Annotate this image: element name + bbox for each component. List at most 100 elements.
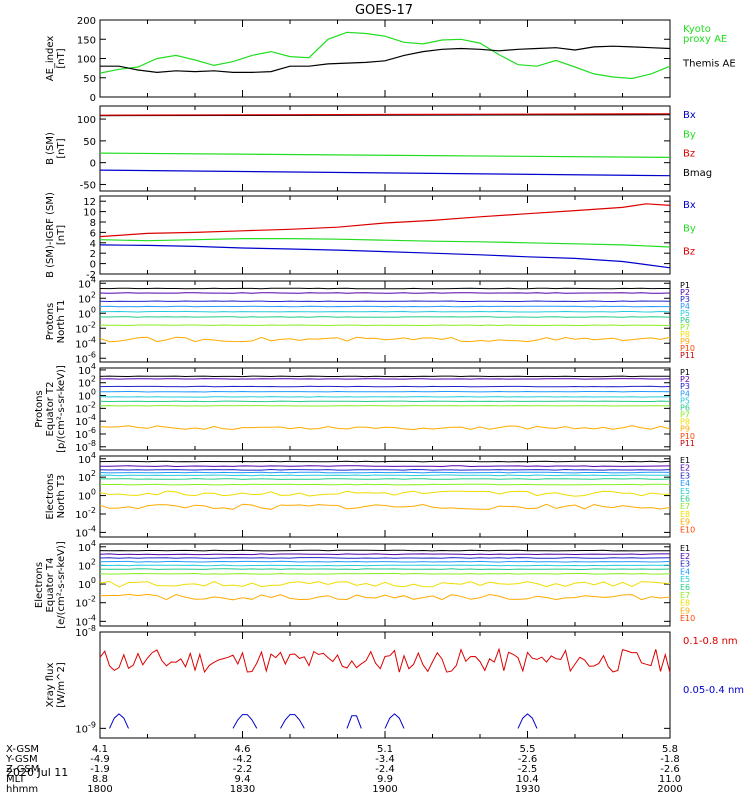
channel-e7 [99,483,671,486]
channel-legend-p6: P6 [680,403,690,412]
channel-p7 [99,324,671,327]
channel-legend-e4: E4 [680,567,690,576]
x-axis-value: 11.0 [659,774,681,785]
series-xray-long [99,647,671,674]
legend-entry: By [683,129,696,140]
channel-legend-p7: P7 [680,323,690,332]
x-axis-value: 9.9 [377,774,393,785]
x-axis-value: 1930 [515,784,540,795]
channel-e5 [99,564,670,567]
y-tick-exponent: 0 [91,305,96,314]
panel-frame [99,367,671,451]
legend-entry: Bz [683,247,695,258]
channel-p2 [99,378,671,380]
channel-legend-e5: E5 [680,487,690,496]
y-axis-label: Electrons [34,562,45,608]
panel-frame [99,195,671,275]
y-tick-label: 10-4 [75,524,96,539]
channel-e7 [99,572,671,575]
y-tick-label: 6 [90,228,96,239]
y-tick-label: 100 [78,305,96,320]
channel-legend-p2: P2 [680,288,690,297]
channel-legend-p3: P3 [680,382,690,391]
y-axis-label: North T3 [56,475,67,519]
y-axis-label: [nT] [56,225,67,245]
channel-e9 [99,593,671,601]
channel-legend-p4: P4 [680,302,690,311]
panel-frame [99,455,671,538]
y-tick-exponent: 4 [91,451,96,460]
y-tick-label: -50 [80,180,96,191]
x-axis-value: 1830 [230,784,255,795]
x-axis-value: 2000 [657,784,682,795]
x-axis-value: 9.4 [235,774,251,785]
series-bx [99,169,671,177]
x-axis-value: 4.6 [235,744,251,755]
channel-e2 [99,553,670,556]
channel-legend-p9: P9 [680,425,690,434]
y-tick-label: 200 [77,16,96,27]
legend-entry: 0.1-0.8 nm [683,636,738,647]
y-tick-exponent: -2 [88,400,96,409]
channel-p5 [99,396,670,398]
y-tick-exponent: 4 [91,539,96,548]
channel-legend-p8: P8 [680,418,690,427]
channel-e2 [100,465,671,468]
channel-legend-e10: E10 [680,525,695,534]
channel-legend-e7: E7 [680,502,690,511]
channel-e3 [99,468,671,471]
channel-legend-p11: P11 [680,351,695,360]
y-axis-label: [nT] [56,48,67,68]
x-axis-value: -1.8 [660,754,680,765]
channel-e6 [99,568,671,571]
x-axis-value: 1900 [372,784,397,795]
channel-legend-e1: E1 [680,544,690,553]
y-tick-exponent: -8 [88,439,96,448]
channel-legend-p1: P1 [680,368,690,377]
channel-e5 [99,474,670,477]
x-axis-value: 1800 [87,784,112,795]
x-axis-value: -4.9 [90,754,110,765]
y-tick-label: 10-2 [75,595,96,610]
y-tick-exponent: 2 [91,557,96,566]
y-axis-label: Protons [45,303,56,340]
y-axis-label: Xray flux [45,663,56,708]
y-tick-exponent: -9 [88,720,96,729]
y-tick-exponent: -2 [88,320,96,329]
legend-entry: Bx [683,110,696,121]
channel-legend-e5: E5 [680,575,690,584]
x-axis-value: -2.2 [233,764,253,775]
y-tick-exponent: -8 [88,624,96,633]
y-axis-label: Electrons [45,473,56,519]
x-axis-value: 5.8 [662,744,678,755]
series-xray-short [109,713,129,729]
y-tick-label: 10-4 [75,335,96,350]
y-tick-exponent: -2 [88,506,96,515]
y-tick-label: 102 [78,469,96,484]
channel-legend-e6: E6 [680,583,690,592]
series-xray-short [346,715,362,729]
series-by [99,238,671,248]
channel-p6 [99,400,671,403]
channel-e4 [99,471,671,474]
y-tick-label: 10-2 [75,320,96,335]
y-axis-label: [e/(cm²-s-sr-keV)] [56,541,67,629]
channel-legend-e9: E9 [680,606,690,615]
channel-legend-p5: P5 [680,309,690,318]
channel-legend-p6: P6 [680,316,690,325]
y-tick-label: 10 [83,208,96,219]
y-axis-label: Equator T4 [45,558,56,613]
legend-entry: Themis AE [682,59,736,70]
channel-legend-e3: E3 [680,471,690,480]
y-tick-exponent: -4 [88,335,96,344]
y-tick-label: 8 [90,218,96,229]
y-tick-label: 0 [90,93,96,104]
x-axis-row-label: Y-GSM [5,754,38,765]
channel-legend-e8: E8 [680,510,690,519]
x-axis-value: 8.8 [92,774,108,785]
channel-legend-p10: P10 [680,344,695,353]
